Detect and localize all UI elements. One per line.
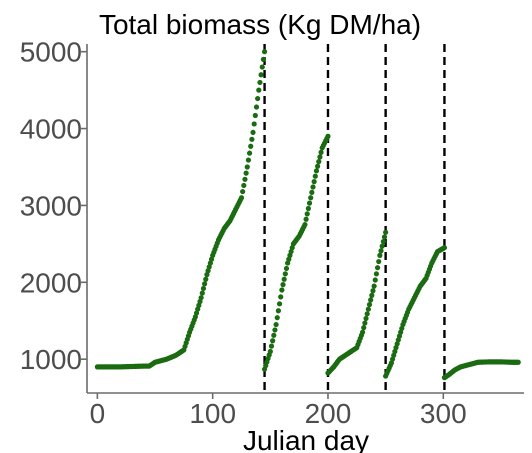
data-point (311, 179, 317, 185)
data-point (271, 332, 277, 338)
data-point (282, 271, 288, 277)
data-point (275, 308, 282, 314)
data-point (365, 306, 371, 312)
data-point (441, 245, 448, 251)
data-point (281, 276, 287, 282)
data-points (94, 49, 521, 381)
data-point (199, 290, 205, 296)
data-point (267, 348, 273, 355)
data-point (373, 271, 380, 277)
data-point (378, 248, 384, 254)
data-point (203, 276, 209, 282)
y-tick-label: 3000 (20, 190, 82, 221)
data-point (372, 277, 378, 283)
data-point (253, 104, 260, 110)
data-point (276, 301, 283, 307)
x-axis: 0 100 200 300 (90, 393, 467, 429)
data-point (259, 64, 265, 70)
x-axis-label: Julian day (243, 425, 369, 453)
data-point (308, 195, 314, 201)
data-point (261, 49, 268, 55)
chart-title: Total biomass (Kg DM/ha) (99, 9, 421, 40)
data-point (381, 234, 388, 240)
data-point (309, 189, 315, 195)
data-point (245, 157, 252, 163)
cut-lines (263, 44, 446, 393)
y-tick-label: 2000 (20, 267, 82, 298)
data-point (238, 195, 245, 201)
data-point (317, 154, 323, 160)
data-point (260, 56, 267, 62)
data-point (325, 133, 331, 139)
data-point (361, 325, 367, 331)
data-point (380, 238, 386, 245)
data-point (252, 112, 258, 119)
y-tick-label: 4000 (20, 114, 82, 145)
x-tick-label: 300 (420, 398, 467, 429)
data-point (377, 252, 383, 258)
y-tick-label: 5000 (20, 37, 82, 68)
data-point (273, 321, 279, 328)
data-point (383, 229, 389, 235)
data-point (368, 297, 374, 303)
data-point (364, 311, 370, 317)
data-point (268, 343, 275, 349)
data-point (270, 338, 276, 344)
data-point (280, 282, 286, 288)
data-point (313, 168, 320, 174)
data-point (370, 288, 376, 294)
data-point (304, 211, 310, 217)
data-point (315, 163, 321, 169)
data-point (363, 315, 369, 322)
data-point (371, 283, 377, 289)
data-point (200, 285, 207, 292)
data-point (202, 281, 208, 287)
x-tick-label: 0 (90, 398, 106, 429)
x-tick-label: 100 (189, 398, 236, 429)
data-point (272, 327, 278, 333)
data-point (255, 95, 261, 102)
data-point (316, 159, 322, 165)
data-point (246, 150, 253, 156)
data-point (279, 287, 285, 293)
data-point (240, 188, 246, 195)
data-point (278, 294, 284, 300)
data-point (362, 320, 368, 326)
data-point (274, 315, 280, 321)
y-tick-label: 1000 (20, 344, 82, 375)
data-point (312, 173, 318, 179)
data-point (369, 292, 375, 298)
data-point (244, 164, 250, 170)
data-point (318, 149, 324, 155)
data-point (242, 176, 248, 182)
data-point (248, 143, 254, 149)
y-axis: 1000 2000 3000 4000 5000 (20, 37, 87, 375)
data-point (374, 265, 381, 271)
data-point (241, 182, 247, 189)
data-point (376, 258, 382, 265)
data-point (310, 184, 316, 190)
data-point (379, 243, 385, 249)
data-point (305, 205, 311, 212)
data-point (283, 265, 290, 272)
data-point (366, 301, 373, 308)
data-point (256, 87, 262, 93)
data-point (243, 170, 249, 176)
x-tick-label: 200 (305, 398, 352, 429)
plot-area: 1000 2000 3000 4000 5000 0 100 200 300 (20, 37, 524, 429)
data-point (359, 329, 366, 335)
data-point (302, 222, 308, 228)
data-point (306, 200, 313, 206)
data-point (258, 72, 264, 78)
data-point (515, 359, 521, 365)
data-point (249, 136, 255, 142)
data-point (250, 129, 256, 136)
data-point (198, 295, 204, 301)
data-point (303, 216, 309, 222)
data-point (257, 79, 263, 86)
data-point (251, 121, 257, 127)
